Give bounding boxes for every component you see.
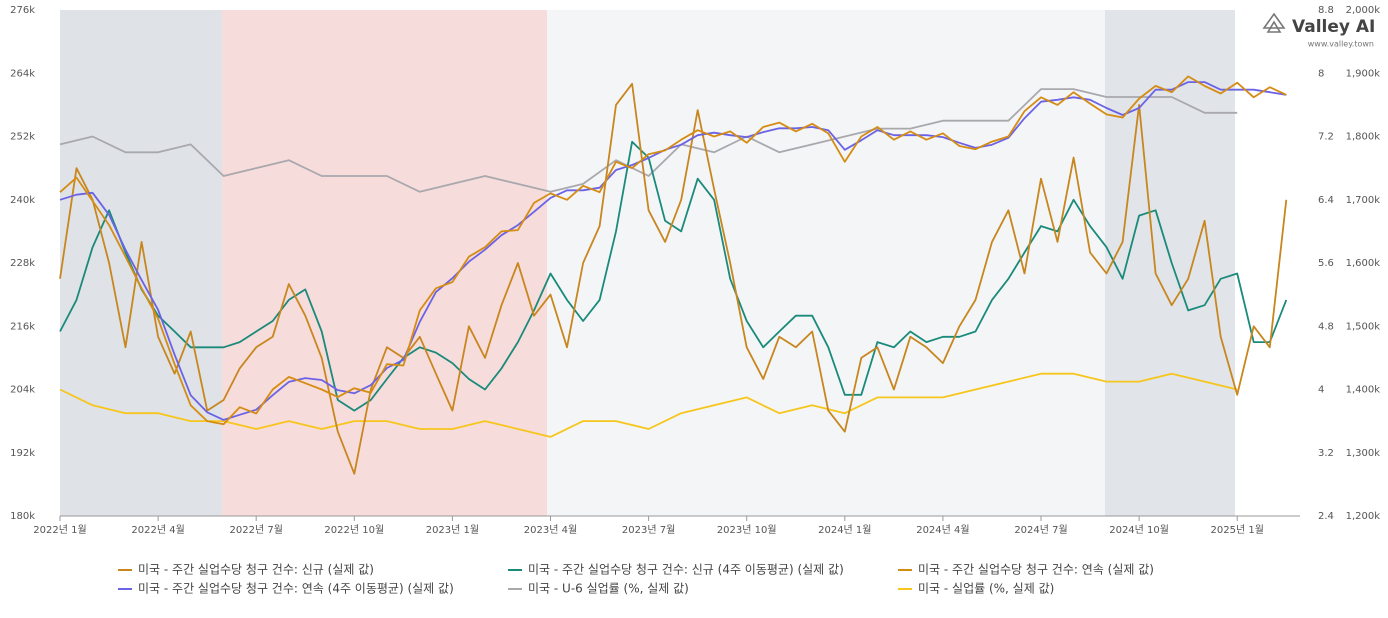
legend-item: 미국 - 주간 실업수당 청구 건수: 신규 (4주 이동평균) (실제 값) [508,563,844,577]
x-tick-label: 2023년 1월 [426,524,479,536]
series-line [59,82,1288,475]
y3-tick-label: 1,600k [1346,258,1381,269]
legend-label: 미국 - 실업률 (%, 실제 값) [918,582,1054,596]
y2-tick-label: 3.2 [1318,448,1334,459]
legend-item: 미국 - 실업률 (%, 실제 값) [898,582,1054,596]
y2-tick-label: 8.8 [1318,5,1334,16]
legend-label: 미국 - 주간 실업수당 청구 건수: 연속 (4주 이동평균) (실제 값) [138,582,454,596]
legend-label: 미국 - 주간 실업수당 청구 건수: 신규 (4주 이동평균) (실제 값) [528,563,844,577]
x-tick-label: 2024년 7월 [1014,524,1067,536]
y2-tick-label: 8 [1318,68,1324,79]
legend-item: 미국 - U-6 실업률 (%, 실제 값) [508,582,689,596]
brand-url: www.valley.town [1308,40,1374,49]
y2-tick-label: 4.8 [1318,321,1334,332]
y2-tick-label: 6.4 [1318,195,1334,206]
y-tick-label: 180k [10,511,35,522]
legend-label: 미국 - 주간 실업수당 청구 건수: 신규 (실제 값) [138,563,374,577]
y3-tick-label: 1,800k [1346,132,1381,143]
legend-item: 미국 - 주간 실업수당 청구 건수: 연속 (실제 값) [898,563,1154,577]
y-tick-label: 228k [10,258,35,269]
x-tick-label: 2024년 4월 [916,524,969,536]
y-tick-label: 252k [10,132,35,143]
legend-label: 미국 - U-6 실업률 (%, 실제 값) [528,582,689,596]
period-band [547,10,1105,516]
y2-tick-label: 7.2 [1318,132,1334,143]
series-line [59,140,1288,412]
x-tick-label: 2022년 7월 [230,524,283,536]
x-tick-label: 2022년 10월 [324,524,384,536]
y3-tick-label: 1,900k [1346,68,1381,79]
period-band [60,10,222,516]
y-tick-label: 240k [10,195,35,206]
x-tick-label: 2025년 1월 [1211,524,1264,536]
period-band [222,10,547,516]
x-tick-label: 2024년 10월 [1109,524,1169,536]
brand-logo: Valley AI www.valley.town [1262,12,1375,49]
series-line [59,88,1238,193]
legend-item: 미국 - 주간 실업수당 청구 건수: 연속 (4주 이동평균) (실제 값) [118,582,454,596]
y-tick-label: 204k [10,385,35,396]
x-tick-label: 2024년 1월 [818,524,871,536]
y3-tick-label: 1,700k [1346,195,1381,206]
x-tick-label: 2022년 1월 [33,524,86,536]
series-line [59,75,1287,426]
y3-tick-label: 1,400k [1346,385,1381,396]
y3-tick-label: 1,500k [1346,321,1381,332]
legend-label: 미국 - 주간 실업수당 청구 건수: 연속 (실제 값) [918,563,1154,577]
y3-tick-label: 2,000k [1346,5,1381,16]
logo-icon [1262,12,1286,33]
y-tick-label: 192k [10,448,35,459]
y-tick-label: 216k [10,321,35,332]
x-tick-label: 2023년 4월 [524,524,577,536]
x-tick-label: 2023년 7월 [622,524,675,536]
y-tick-label: 276k [10,5,35,16]
x-tick-label: 2023년 10월 [717,524,777,536]
series-line [59,372,1238,438]
legend-item: 미국 - 주간 실업수당 청구 건수: 신규 (실제 값) [118,563,374,577]
y2-tick-label: 2.4 [1318,511,1334,522]
y3-tick-label: 1,300k [1346,448,1381,459]
period-band [1105,10,1235,516]
y2-tick-label: 4 [1318,385,1324,396]
y2-tick-label: 5.6 [1318,258,1334,269]
brand-name: Valley AI [1292,17,1375,37]
x-tick-label: 2022년 4월 [131,524,184,536]
y-tick-label: 264k [10,68,35,79]
y3-tick-label: 1,200k [1346,511,1381,522]
